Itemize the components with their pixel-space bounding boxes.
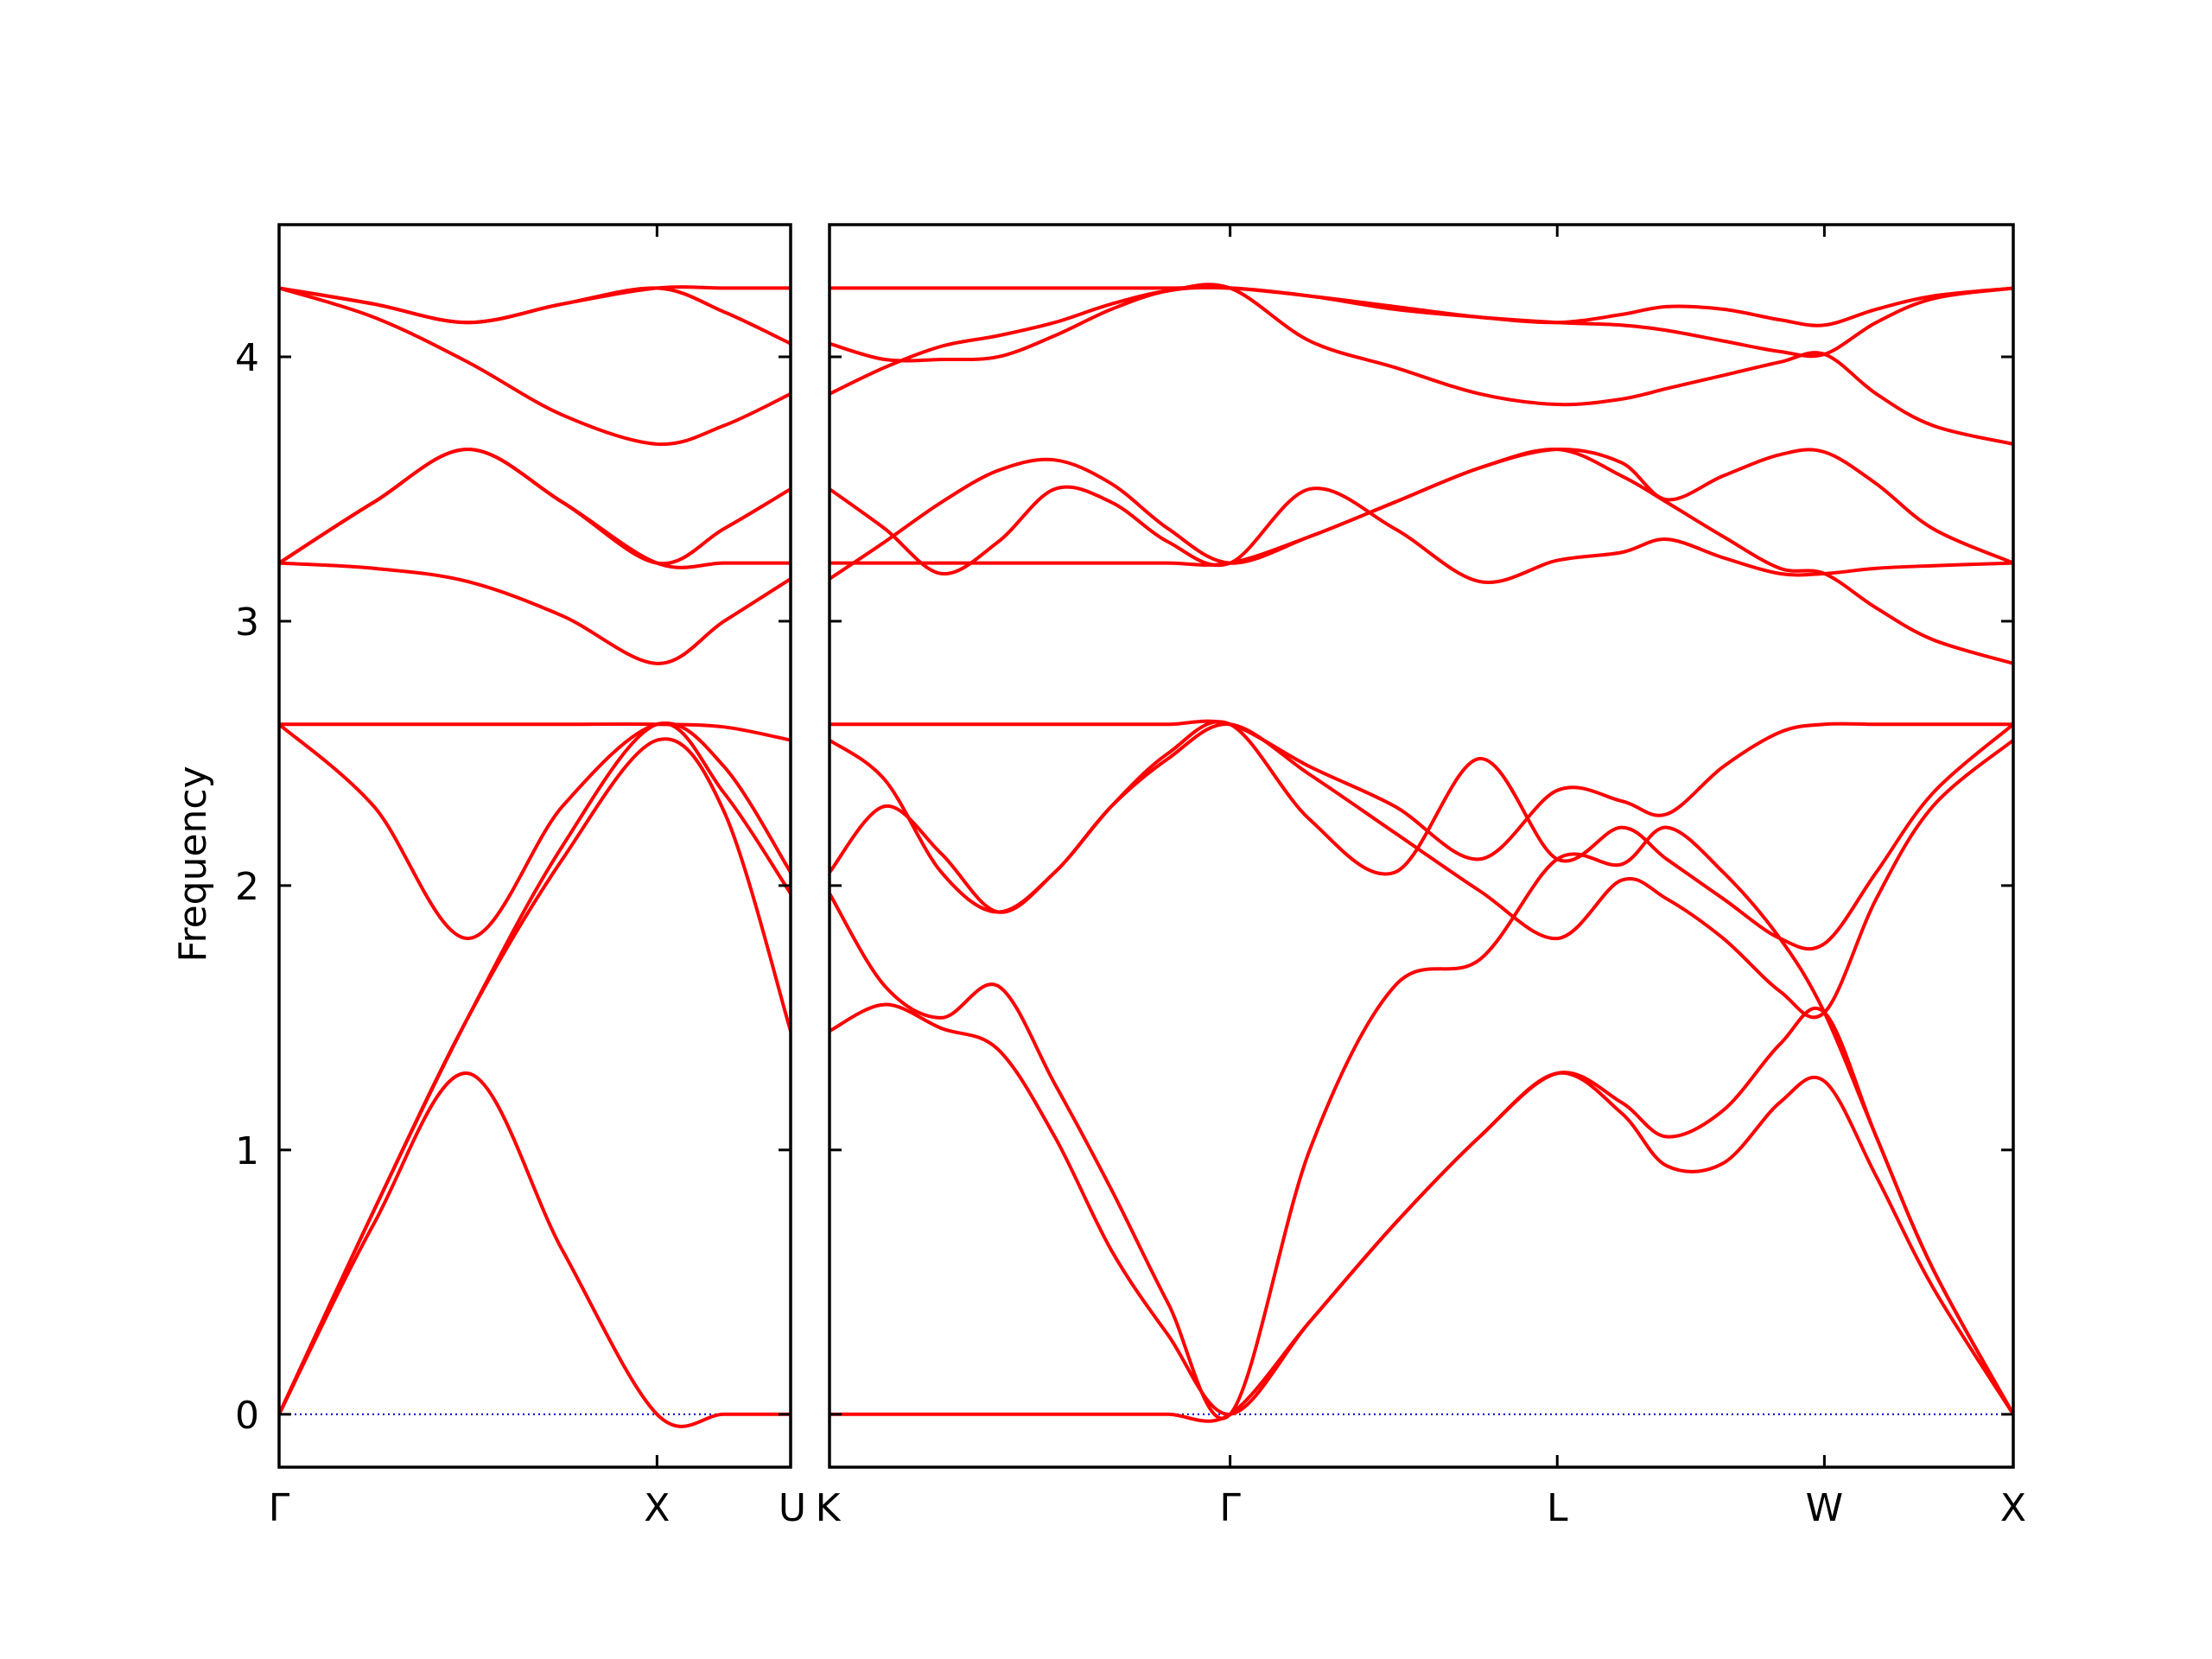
panel-frame bbox=[277, 223, 792, 1469]
band-line-2 bbox=[279, 737, 791, 1416]
y-tick-label: 0 bbox=[235, 1394, 259, 1438]
y-tick-label: 2 bbox=[235, 865, 259, 909]
band-line-11 bbox=[279, 285, 791, 325]
y-tick-label: 1 bbox=[235, 1129, 259, 1173]
band-line-2 bbox=[830, 1002, 2013, 1416]
band-line-4 bbox=[279, 721, 791, 941]
band-line-8 bbox=[830, 485, 2013, 584]
panel-gamma-x-u bbox=[277, 223, 792, 1469]
band-line-5 bbox=[279, 722, 791, 742]
x-tick-label: X bbox=[2000, 1486, 2026, 1530]
band-line-7 bbox=[830, 448, 2013, 665]
x-tick-label: U bbox=[779, 1486, 806, 1530]
band-line-10 bbox=[279, 286, 791, 346]
x-tick-label: X bbox=[644, 1486, 670, 1530]
x-tick-label: W bbox=[1806, 1486, 1844, 1530]
band-line-6 bbox=[830, 719, 2013, 861]
band-line-7 bbox=[279, 448, 791, 566]
x-tick-label: K bbox=[816, 1486, 842, 1530]
panel-frame bbox=[828, 223, 2015, 1469]
band-line-1 bbox=[279, 1071, 791, 1428]
panel-k-gamma-l-w-x bbox=[828, 223, 2015, 1469]
band-line-11 bbox=[830, 285, 2013, 363]
y-tick-label: 3 bbox=[235, 601, 259, 645]
band-line-9 bbox=[830, 447, 2013, 567]
band-line-5 bbox=[830, 720, 2013, 951]
y-tick-label: 4 bbox=[235, 336, 259, 380]
x-tick-label: Γ bbox=[1219, 1486, 1241, 1530]
band-line-8 bbox=[279, 448, 791, 569]
y-tick-labels: 0 1 2 3 4 bbox=[235, 336, 259, 1438]
band-line-12 bbox=[830, 285, 2013, 327]
band-line-3 bbox=[830, 825, 2013, 1421]
band-line-3 bbox=[279, 721, 791, 1416]
x-tick-label: L bbox=[1547, 1486, 1568, 1530]
band-line-10 bbox=[830, 283, 2013, 446]
band-line-9 bbox=[279, 286, 791, 447]
band-line-4 bbox=[830, 722, 2013, 1020]
band-line-6 bbox=[279, 561, 791, 665]
y-axis-label: Frequency bbox=[171, 766, 215, 962]
x-tick-label: Γ bbox=[269, 1486, 290, 1530]
band-line-1 bbox=[830, 1071, 2013, 1423]
